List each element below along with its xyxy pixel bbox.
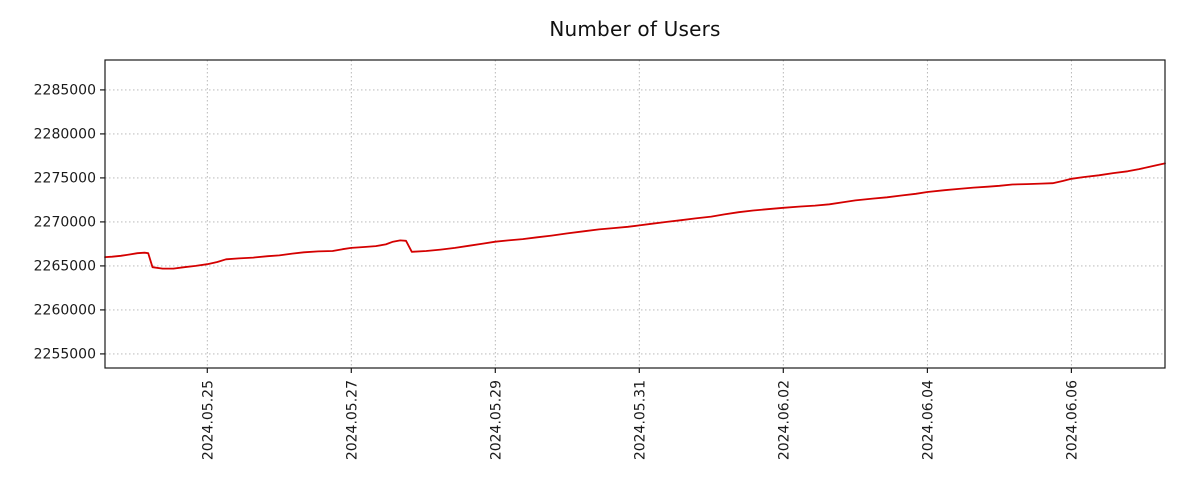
plot-border: [104, 59, 1166, 369]
y-tick-label: 2275000: [34, 170, 96, 186]
y-tick-label: 2270000: [34, 214, 96, 230]
x-tick-label: 2024.05.25: [200, 380, 216, 460]
x-tick-label: 2024.06.04: [920, 380, 936, 460]
y-tick-label: 2280000: [34, 126, 96, 142]
x-tick-label: 2024.05.29: [488, 380, 504, 460]
y-tick-label: 2265000: [34, 258, 96, 274]
x-tick-label: 2024.05.27: [344, 380, 360, 460]
x-tick-label: 2024.06.02: [776, 380, 792, 460]
series-line: [104, 162, 1166, 270]
chart-title: Number of Users: [549, 17, 721, 41]
y-tick-label: 2260000: [34, 302, 96, 318]
y-tick-label: 2255000: [34, 346, 96, 362]
y-tick-label: 2285000: [34, 82, 96, 98]
x-tick-label: 2024.05.31: [632, 380, 648, 460]
x-tick-label: 2024.06.06: [1064, 380, 1080, 460]
